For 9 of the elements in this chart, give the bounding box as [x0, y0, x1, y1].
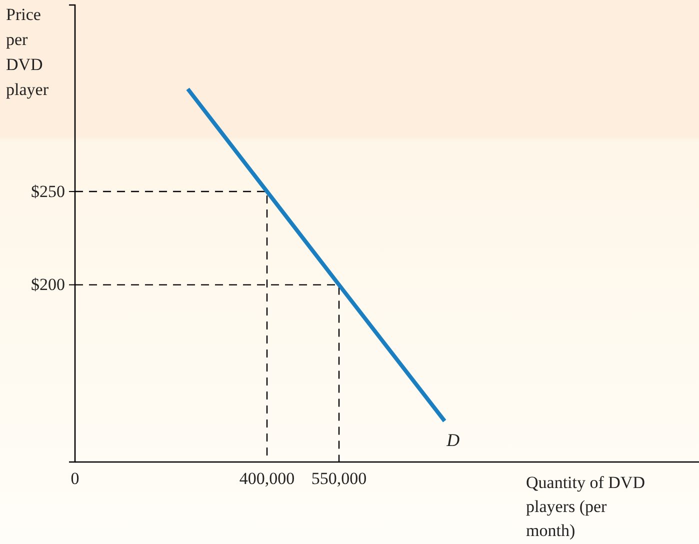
y-tick-label: $250 — [31, 182, 65, 201]
x-tick-label: 400,000 — [239, 469, 295, 488]
x-tick-label: 0 — [70, 469, 80, 488]
y-tick-label: $200 — [31, 275, 65, 294]
y-axis-title: Price per DVD player — [6, 5, 49, 99]
x-axis-title: Quantity of DVD players (per month) — [526, 473, 645, 540]
x-tick-label: 550,000 — [311, 469, 367, 488]
line-series — [186, 86, 447, 423]
annotation: D — [446, 430, 460, 450]
